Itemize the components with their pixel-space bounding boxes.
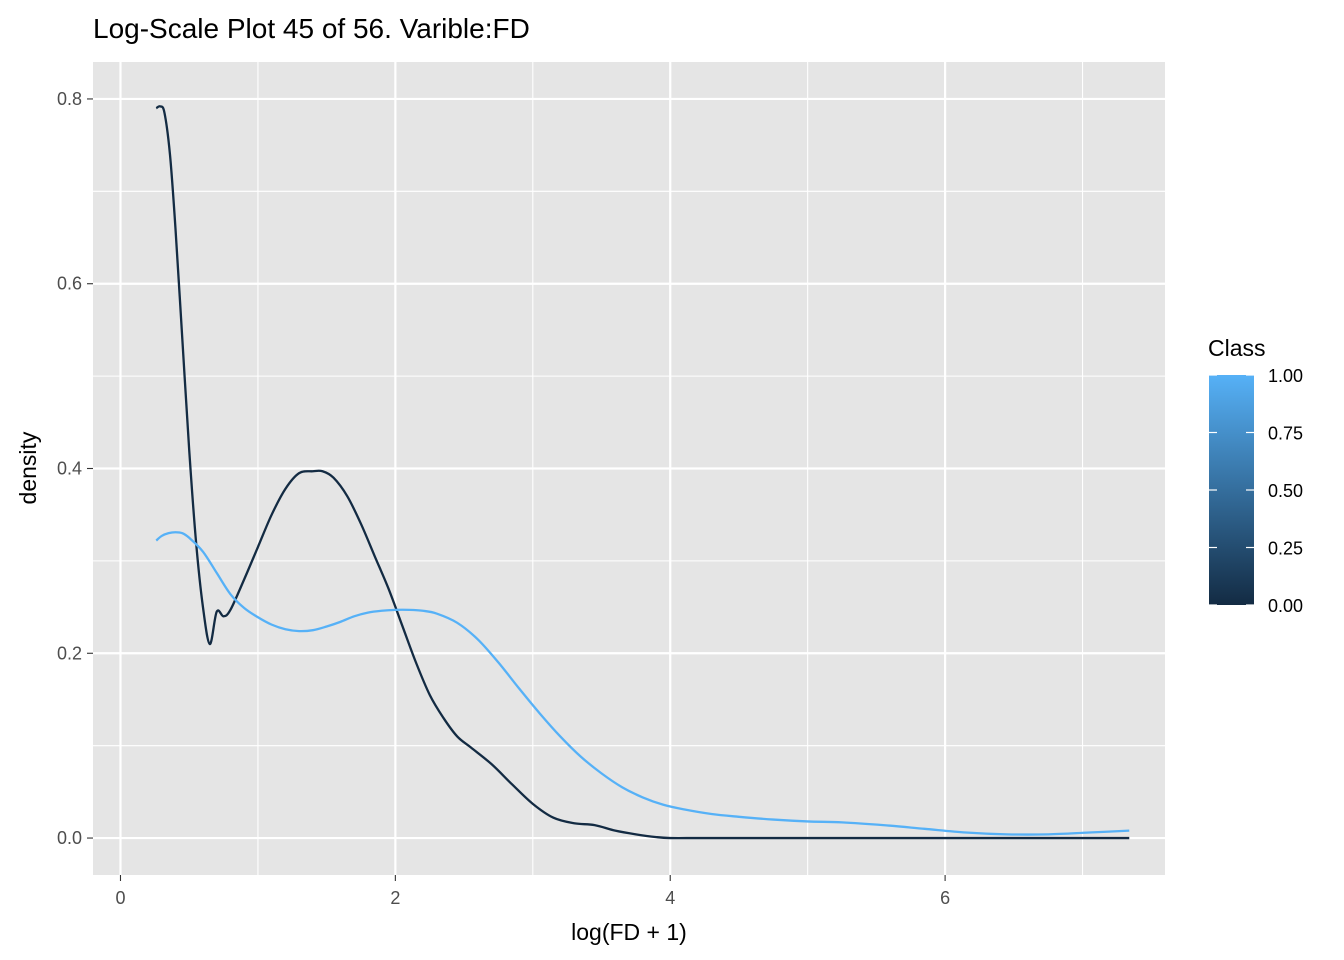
legend: Class 1.00 0.75 0.50 0.25 0.00	[1208, 335, 1303, 616]
legend-ticks: 1.00 0.75 0.50 0.25 0.00	[1209, 366, 1303, 616]
y-tick-label: 0.4	[57, 459, 82, 479]
legend-label: 0.50	[1268, 481, 1303, 501]
y-axis-title: density	[15, 431, 41, 504]
chart-title: Log-Scale Plot 45 of 56. Varible:FD	[93, 13, 530, 44]
x-tick-label: 0	[115, 888, 125, 908]
y-axis: 0.0 0.2 0.4 0.6 0.8	[57, 89, 93, 848]
major-gridlines	[93, 62, 1165, 875]
x-axis: 0 2 4 6	[115, 875, 950, 908]
x-axis-title: log(FD + 1)	[571, 919, 687, 945]
y-tick-label: 0.0	[57, 828, 82, 848]
legend-label: 1.00	[1268, 366, 1303, 386]
legend-label: 0.75	[1268, 424, 1303, 444]
y-tick-label: 0.8	[57, 89, 82, 109]
legend-label: 0.00	[1268, 596, 1303, 616]
density-line-class-0	[155, 105, 1130, 840]
legend-title: Class	[1208, 335, 1266, 361]
y-tick-label: 0.2	[57, 643, 82, 663]
x-tick-label: 4	[665, 888, 675, 908]
x-tick-label: 6	[940, 888, 950, 908]
density-line-class-1	[155, 531, 1130, 836]
y-tick-label: 0.6	[57, 274, 82, 294]
series-layer	[155, 105, 1130, 840]
x-tick-label: 2	[390, 888, 400, 908]
legend-label: 0.25	[1268, 539, 1303, 559]
